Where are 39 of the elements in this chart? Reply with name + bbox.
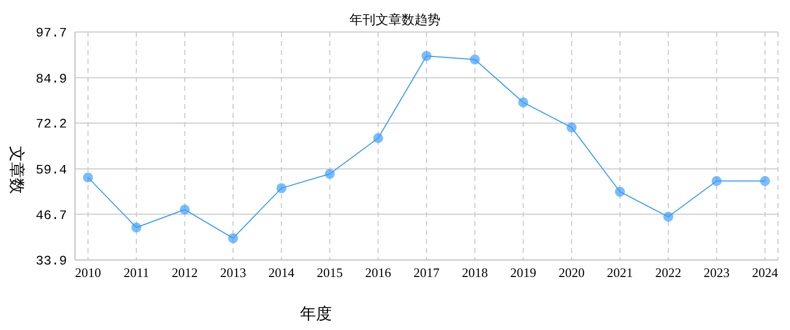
- x-tick-label: 2017: [414, 265, 440, 280]
- point: [276, 183, 286, 194]
- y-tick-label: 84.9: [36, 71, 67, 86]
- point: [518, 97, 528, 108]
- x-tick-label: 2021: [606, 265, 633, 280]
- y-tick-label: 72.2: [36, 116, 67, 132]
- point: [614, 186, 625, 197]
- x-tick-label: 2019: [510, 265, 536, 280]
- point: [180, 204, 190, 215]
- x-tick-label: 2020: [558, 265, 585, 280]
- x-tick-label: 2016: [365, 265, 392, 280]
- y-tick-label: 97.7: [36, 26, 67, 41]
- x-tick-label: 2013: [220, 265, 246, 280]
- x-tick-label: 2022: [655, 265, 682, 280]
- point: [373, 133, 384, 144]
- x-tick-label: 2014: [268, 265, 295, 280]
- y-tick-label: 59.4: [36, 162, 68, 178]
- point: [566, 122, 577, 132]
- y-tick-label: 46.7: [36, 208, 67, 223]
- point: [712, 176, 722, 186]
- point: [228, 233, 238, 244]
- chart-title: 年刊文章数趋势: [350, 12, 440, 27]
- point: [83, 172, 93, 182]
- x-tick-label: 2023: [704, 265, 730, 280]
- x-axis-title: 年度: [300, 305, 332, 323]
- y-axis-title: 文章数: [7, 146, 26, 194]
- point: [422, 50, 432, 61]
- x-tick-label: 2024: [752, 265, 778, 280]
- x-tick-label: 2011: [124, 265, 150, 280]
- y-tick-label: 33.9: [36, 254, 67, 269]
- x-tick-label: 2010: [75, 265, 101, 280]
- point: [324, 168, 335, 179]
- point: [131, 222, 142, 232]
- x-tick-label: 2015: [316, 265, 343, 280]
- x-tick-label: 2012: [172, 265, 198, 280]
- point: [470, 54, 480, 65]
- x-tick-label: 2018: [462, 265, 488, 280]
- point: [760, 176, 770, 186]
- point: [663, 212, 674, 222]
